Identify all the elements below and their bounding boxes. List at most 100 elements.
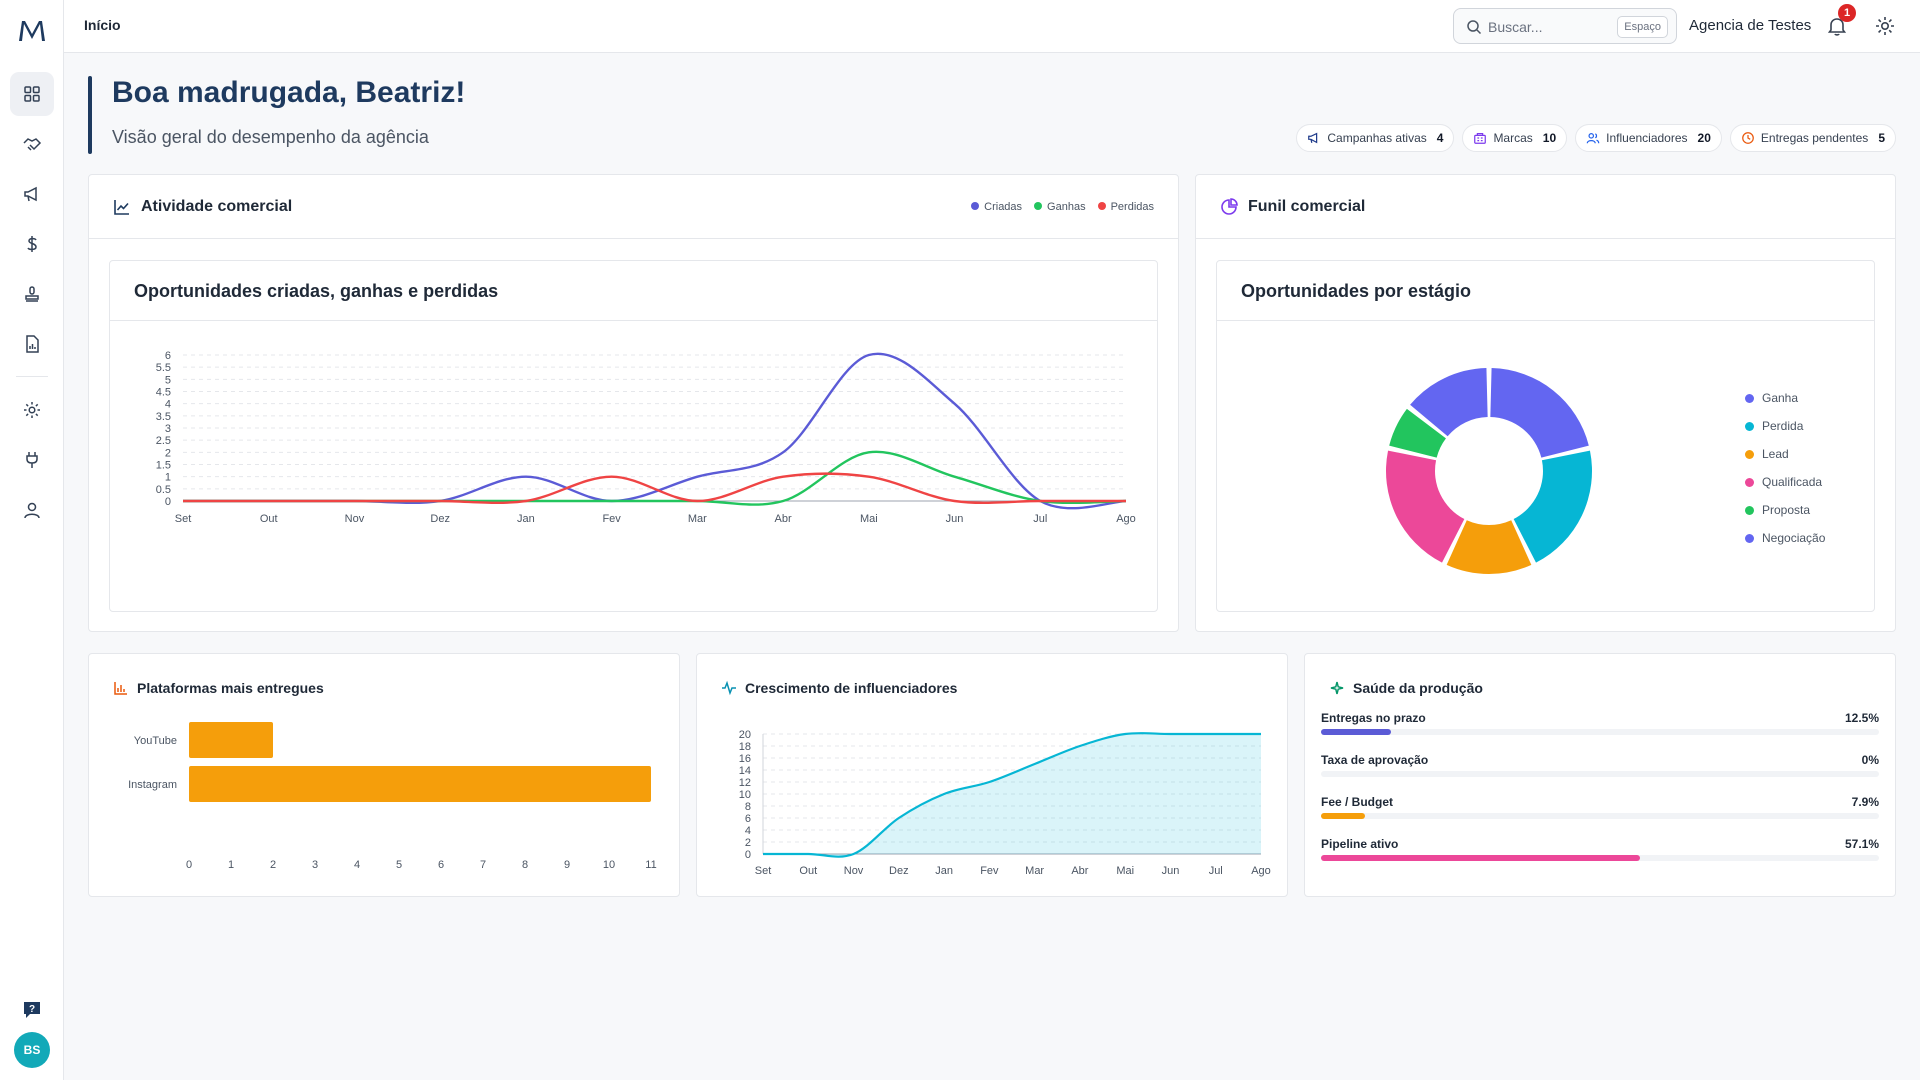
chip-campaigns[interactable]: Campanhas ativas 4 <box>1296 124 1455 152</box>
x-tick-label: Jul <box>1209 865 1223 877</box>
x-tick-label: 10 <box>603 859 615 871</box>
y-tick-label: 18 <box>739 741 751 753</box>
nav-deals[interactable] <box>10 122 54 166</box>
bell-icon[interactable] <box>1825 14 1849 38</box>
progress-fill <box>1321 729 1391 735</box>
nav-finance[interactable] <box>10 222 54 266</box>
x-tick-label: Jun <box>946 513 964 525</box>
logo-icon <box>19 21 45 41</box>
health-row-on-time: Entregas no prazo 12.5% <box>1321 711 1879 745</box>
search-input[interactable] <box>1488 17 1608 37</box>
y-tick-label: 2.5 <box>156 435 171 447</box>
chip-label: Entregas pendentes <box>1760 131 1869 145</box>
activity-card-header: Atividade comercial Criadas Ganhas Perdi… <box>89 175 1178 239</box>
y-tick-label: 6 <box>165 350 171 362</box>
help-button[interactable]: ? <box>20 998 44 1022</box>
y-tick-label: 2 <box>745 837 751 849</box>
y-tick-label: 16 <box>739 753 751 765</box>
x-tick-label: 6 <box>438 859 444 871</box>
legend-item[interactable]: Lead <box>1745 440 1825 468</box>
x-tick-label: 9 <box>564 859 570 871</box>
donut-slice-proposta <box>1389 408 1446 458</box>
nav-divider <box>16 376 48 377</box>
y-tick-label: 6 <box>745 813 751 825</box>
chip-brands[interactable]: Marcas 10 <box>1462 124 1568 152</box>
dashboard-icon <box>24 86 40 102</box>
workspace-switcher[interactable]: Agencia de Testes <box>1689 17 1812 34</box>
progress-fill <box>1321 855 1640 861</box>
health-label: Taxa de aprovação <box>1321 753 1429 767</box>
legend-label: Proposta <box>1762 503 1811 517</box>
legend-item[interactable]: Proposta <box>1745 496 1825 524</box>
x-tick-label: Fev <box>602 513 621 525</box>
x-tick-label: 4 <box>354 859 360 871</box>
legend-item-created[interactable]: Criadas <box>971 201 1022 213</box>
user-avatar[interactable]: BS <box>14 1032 50 1068</box>
help-chat-icon: ? <box>24 1002 40 1018</box>
legend-item[interactable]: Ganha <box>1745 384 1825 412</box>
user-icon <box>24 502 40 519</box>
health-value: 7.9% <box>1851 795 1879 809</box>
plug-icon <box>26 452 38 468</box>
summary-chips: Campanhas ativas 4 Marcas 10 Influenciad… <box>1296 124 1896 152</box>
x-tick-label: Mar <box>1025 865 1044 877</box>
report-icon <box>26 335 39 353</box>
nav-campaigns[interactable] <box>10 172 54 216</box>
health-card: Saúde da produção Entregas no prazo 12.5… <box>1304 653 1896 897</box>
series-line-perdidas <box>183 472 1126 504</box>
y-tick-label: 5 <box>165 374 171 386</box>
clock-icon <box>1742 132 1754 144</box>
progress-track <box>1321 729 1879 735</box>
legend-swatch <box>1745 449 1754 459</box>
donut-slice-qualificada <box>1386 450 1465 563</box>
search-box[interactable]: Espaço <box>1453 8 1677 44</box>
breadcrumb[interactable]: Início <box>84 17 121 33</box>
x-tick-label: Out <box>260 513 278 525</box>
nav-integrations[interactable] <box>10 438 54 482</box>
greeting-subtitle: Visão geral do desempenho da agência <box>112 127 429 147</box>
notification-badge: 1 <box>1838 4 1856 22</box>
settings-gear-icon[interactable] <box>1873 14 1897 38</box>
nav-dashboard[interactable] <box>10 72 54 116</box>
chip-influencers[interactable]: Influenciadores 20 <box>1575 124 1722 152</box>
donut-slice-ganha <box>1490 368 1589 458</box>
series-line-ganhas <box>183 450 1127 506</box>
progress-fill <box>1321 813 1366 819</box>
x-tick-label: Mai <box>1116 865 1134 877</box>
legend-item[interactable]: Perdida <box>1745 412 1825 440</box>
donut-slice-negociação <box>1410 368 1488 437</box>
dollar-icon <box>27 236 37 252</box>
x-tick-label: Dez <box>430 513 450 525</box>
legend-item[interactable]: Negociação <box>1745 524 1825 552</box>
funnel-card-header: Funil comercial <box>1196 175 1895 239</box>
legend-swatch <box>1745 421 1754 431</box>
nav-reports[interactable] <box>10 322 54 366</box>
donut-legend: Ganha Perdida Lead Qualificada Proposta Negoc… <box>1745 384 1825 552</box>
platforms-card-title: Plataformas mais entregues <box>137 680 324 696</box>
legend-item-lost[interactable]: Perdidas <box>1097 201 1154 213</box>
x-tick-label: Nov <box>844 865 864 877</box>
app-logo[interactable] <box>16 15 48 47</box>
y-tick-label: 12 <box>739 777 751 789</box>
y-tick-label: 4 <box>165 399 171 411</box>
legend-item[interactable]: Qualificada <box>1745 468 1825 496</box>
legend-label: Perdida <box>1762 419 1804 433</box>
chip-pending-deliveries[interactable]: Entregas pendentes 5 <box>1729 124 1896 152</box>
activity-card-title: Atividade comercial <box>141 198 293 215</box>
health-label: Fee / Budget <box>1321 795 1394 809</box>
x-tick-label: Mar <box>688 513 707 525</box>
nav-settings[interactable] <box>10 388 54 432</box>
health-row-approval: Taxa de aprovação 0% <box>1321 753 1879 787</box>
funnel-chart-panel: Oportunidades por estágio Ganha Perdida Le… <box>1216 260 1875 612</box>
legend-item-won[interactable]: Ganhas <box>1034 201 1086 213</box>
x-tick-label: Set <box>755 865 772 877</box>
y-tick-label: 2 <box>165 447 171 459</box>
x-tick-label: 0 <box>186 859 192 871</box>
nav-profile[interactable] <box>10 488 54 532</box>
nav-approvals[interactable] <box>10 272 54 316</box>
activity-card: Atividade comercial Criadas Ganhas Perdi… <box>88 174 1179 632</box>
y-tick-label: 5.5 <box>156 362 171 374</box>
x-tick-label: Nov <box>345 513 365 525</box>
legend-label: Qualificada <box>1762 475 1823 489</box>
